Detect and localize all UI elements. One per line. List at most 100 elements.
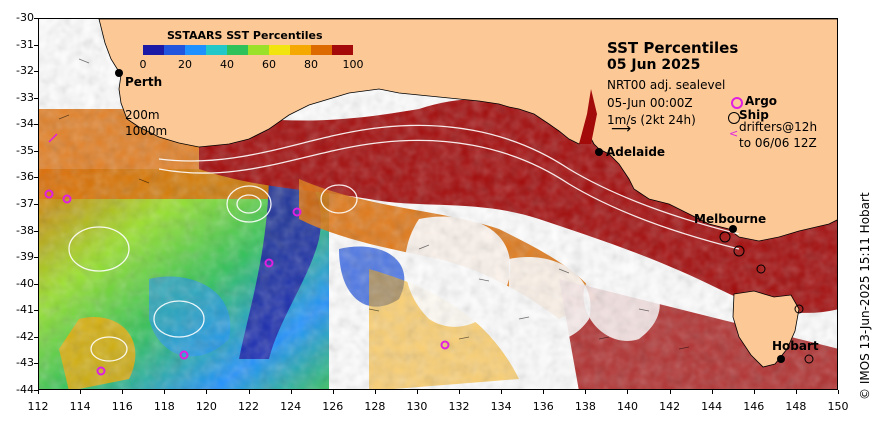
city-melbourne: Melbourne [694,212,767,226]
ship-markers [719,231,814,364]
lon-label: 138 [574,400,596,413]
lon-label: 120 [195,400,217,413]
sst-map[interactable] [39,19,838,390]
ship-legend-icon [728,112,740,124]
adelaide-dot [595,148,603,156]
drifter-tracks [48,133,58,143]
lon-label: 130 [406,400,428,413]
lon-label: 140 [616,400,638,413]
lon-tick [206,390,208,394]
lat-tick [34,97,38,99]
lon-label: 132 [448,400,470,413]
velocity-arrows [58,58,690,350]
lat-label: -38 [16,223,34,237]
lat-tick [34,71,38,73]
lon-tick [38,390,39,394]
info-line-1: NRT00 adj. sealevel [607,78,726,92]
lon-label: 126 [322,400,344,413]
lat-label: -35 [16,143,34,157]
lat-label: -30 [16,11,34,24]
colorbar-tick-label: 0 [139,58,147,71]
lon-tick [248,390,250,394]
info-line-2: 05-Jun 00:00Z [607,96,693,110]
lat-tick [34,204,38,205]
lon-tick [332,390,334,394]
lat-label: -31 [16,37,34,51]
colorbar-cell [248,45,269,55]
argo-marker [96,366,106,376]
scale-arrow-icon: ⟶ [611,121,632,137]
lon-label: 124 [280,400,302,413]
lat-tick [34,257,38,259]
lon-label: 128 [364,400,386,413]
lon-label: 122 [238,400,260,413]
footer-credit: © IMOS 13-Jun-2025 15:11 Hobart [858,192,872,400]
lon-tick [753,390,755,394]
lat-tick [34,177,38,179]
colorbar-cell [290,45,311,55]
lat-label: -44 [16,383,34,396]
map-title: SST Percentiles [607,39,739,57]
melbourne-dot [729,225,737,233]
lon-label: 150 [827,400,849,413]
perth-dot [115,69,123,77]
australia-land [98,19,837,242]
map-date: 05 Jun 2025 [607,57,701,73]
lon-tick [290,390,292,394]
contour-label-1000m: 1000m [125,124,168,138]
colorbar-tick-label: 80 [304,58,318,71]
lon-tick [374,390,376,394]
colorbar-title: SSTAARS SST Percentiles [167,29,323,42]
lat-label: -33 [16,90,34,104]
colorbar-tick-label: 60 [262,58,276,71]
lon-tick [80,390,82,394]
colorbar-cell [164,45,185,55]
lat-tick [34,363,38,365]
lon-tick [711,390,713,394]
lat-tick [34,310,38,312]
argo-marker [44,189,54,199]
colorbar-tick-label: 20 [178,58,192,71]
lon-label: 114 [69,400,91,413]
lon-label: 146 [743,400,765,413]
lat-tick [34,283,38,285]
city-adelaide: Adelaide [606,145,666,159]
lat-label: -39 [16,250,34,264]
lon-tick [838,390,839,394]
lon-label: 134 [490,400,512,413]
argo-marker [62,194,72,204]
argo-legend-label: Argo [745,94,778,108]
lat-label: -32 [16,64,34,78]
lat-tick [34,150,38,152]
lon-tick [459,390,461,394]
lon-tick [164,390,166,394]
lat-label: -40 [16,276,34,290]
lat-label: -43 [16,356,34,370]
lon-label: 148 [785,400,807,413]
lon-tick [416,390,418,394]
map-frame: SSTAARS SST Percentiles SST Percentiles … [38,18,838,390]
lon-tick [122,390,124,394]
tasmania-land [732,290,800,368]
lat-label: -41 [16,303,34,317]
colorbar-cell [206,45,227,55]
lat-label: -37 [16,197,34,210]
lat-tick [34,390,38,391]
lon-label: 142 [659,400,681,413]
hobart-dot [777,355,785,363]
argo-marker [264,258,274,268]
lat-tick [34,44,38,46]
lat-label: -34 [16,117,34,131]
colorbar-cell [332,45,353,55]
colorbar-cell [269,45,290,55]
argo-legend-icon [731,97,743,109]
ship-legend-label: Ship [739,108,769,122]
drifter-legend-label-2: to 06/06 12Z [739,136,817,150]
colorbar-cell [311,45,332,55]
lon-tick [585,390,587,394]
argo-marker [179,350,189,360]
lat-label: -42 [16,329,34,343]
colorbar-cell [143,45,164,55]
argo-marker [292,207,302,217]
lat-tick [34,124,38,126]
